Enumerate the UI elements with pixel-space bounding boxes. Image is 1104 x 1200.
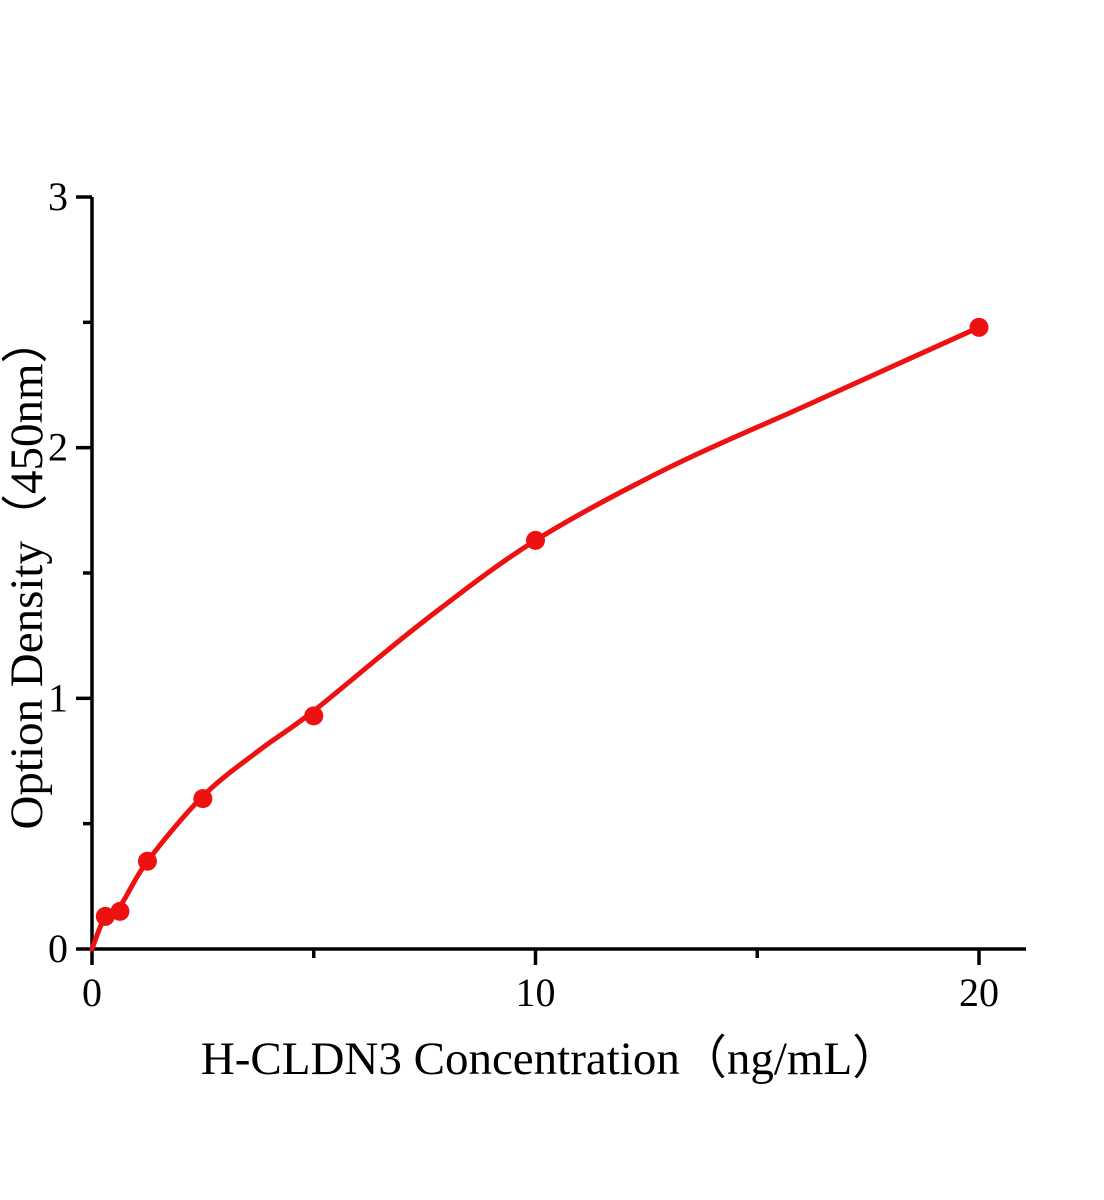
data-point — [110, 901, 130, 921]
x-axis-title: H-CLDN3 Concentration（ng/mL） — [201, 1033, 899, 1085]
data-point — [526, 530, 545, 550]
y-tick-label: 0 — [48, 926, 68, 971]
data-point — [969, 317, 989, 337]
y-tick-label: 2 — [48, 425, 68, 470]
axes — [90, 197, 1026, 951]
y-tick-label: 3 — [48, 174, 68, 219]
data-point — [95, 906, 115, 926]
y-axis-title: Option Density（450nm） — [1, 316, 53, 829]
y-tick-label: 1 — [48, 675, 68, 720]
axis-tick-labels: 0 10 20 0 1 2 3 — [48, 174, 999, 1015]
data-point — [137, 851, 157, 871]
data-point — [304, 706, 324, 726]
data-point — [193, 789, 213, 809]
x-tick-label: 20 — [959, 970, 999, 1015]
x-tick-label: 0 — [82, 970, 102, 1015]
axis-ticks — [76, 195, 981, 965]
data-point-markers — [95, 317, 989, 926]
fit-curve-line — [89, 324, 982, 952]
x-tick-label: 10 — [516, 970, 556, 1015]
